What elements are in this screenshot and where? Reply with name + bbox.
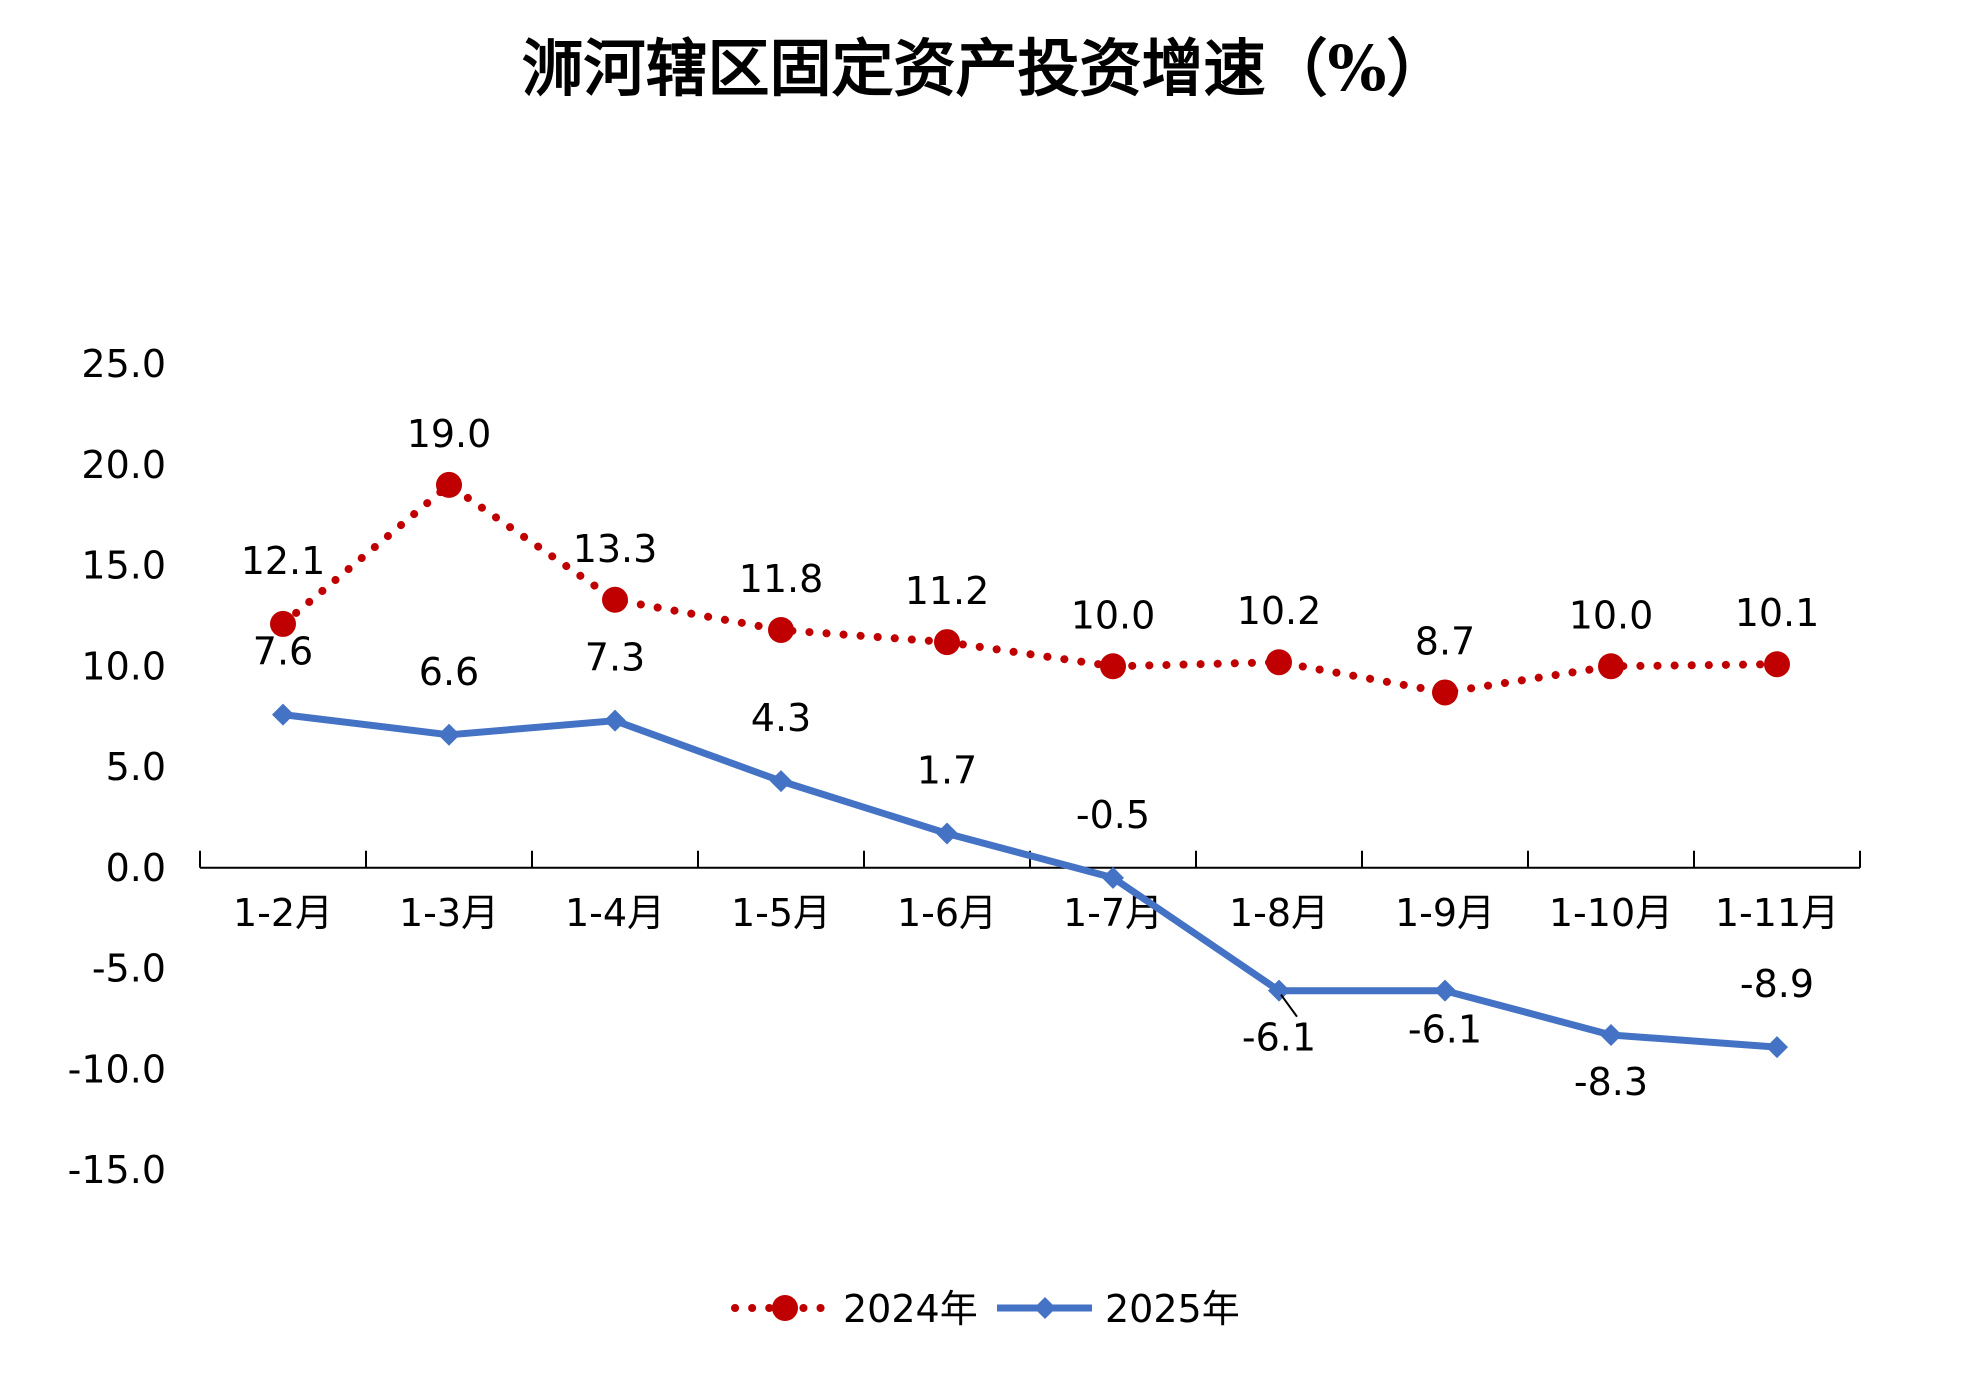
y-tick-label: 15.0 [81,544,166,588]
data-point [436,471,462,498]
x-tick-label: 1-2月 [233,891,333,935]
x-tick-label: 1-9月 [1395,891,1495,935]
legend-label: 2024年 [843,1287,978,1331]
series-2025 [272,703,1788,1059]
x-tick-label: 1-5月 [731,891,831,935]
data-label: 4.3 [751,696,811,740]
data-point [438,723,460,746]
data-point [602,586,628,613]
x-axis: 1-2月 1-3月 1-4月 1-5月 1-6月 1-7月 1-8月 1-9月 1-10月 1-1… [199,850,1861,935]
x-tick-label: 1-4月 [565,891,665,935]
x-tick-label: 1-3月 [399,891,499,935]
y-tick-label: 20.0 [81,443,166,487]
data-point [1764,651,1790,678]
data-point [604,709,626,732]
series-line [279,479,1781,697]
data-point [1766,1036,1788,1059]
data-point [1102,866,1124,889]
data-label: 11.8 [739,557,824,601]
data-point [270,610,296,637]
legend-marker [1034,1297,1056,1319]
data-label: -6.1 [1408,1008,1482,1052]
data-label: 8.7 [1415,619,1475,663]
y-axis: 25.0 20.0 15.0 10.0 5.0 0.0 -5.0 -10.0 -15.0 [68,342,166,1192]
legend: 2024年 2025年 [731,1287,1240,1331]
y-tick-label: 10.0 [81,644,166,688]
data-point [768,616,794,643]
data-label: 11.2 [905,569,990,613]
data-point [1432,679,1458,706]
y-tick-label: -10.0 [68,1047,166,1091]
data-label: 10.1 [1735,591,1820,635]
y-tick-label: 5.0 [106,745,166,789]
y-tick-label: -15.0 [68,1148,166,1192]
y-tick-label: 25.0 [81,342,166,386]
x-tick-label: 1-10月 [1549,891,1673,935]
x-tick-label: 1-11月 [1715,891,1839,935]
data-point [272,703,294,726]
data-label: 1.7 [917,748,977,792]
data-label: 12.1 [241,539,326,583]
series-line [282,711,1778,1051]
data-label: -8.9 [1740,962,1814,1006]
label-leader-line [1280,994,1298,1018]
data-label: -6.1 [1242,1016,1316,1060]
chart-title: 浉河辖区固定资产投资增速（%） [522,32,1449,105]
data-label: 19.0 [407,412,492,456]
data-point [1600,1023,1622,1046]
y-tick-label: -5.0 [92,947,166,991]
data-label: -8.3 [1574,1060,1648,1104]
data-label: 10.0 [1569,593,1654,637]
data-label: 10.0 [1071,593,1156,637]
data-label: 10.2 [1237,589,1322,633]
data-label: 13.3 [573,527,658,571]
x-tick-label: 1-8月 [1229,891,1329,935]
data-point [1434,979,1456,1002]
data-point [1266,649,1292,676]
data-point [936,822,958,845]
x-tick-label: 1-7月 [1063,891,1163,935]
legend-marker [772,1295,798,1321]
data-point [770,770,792,793]
legend-item-2024: 2024年 [731,1287,978,1331]
series-layer [270,471,1790,1059]
data-label: 7.6 [253,630,313,674]
legend-label: 2025年 [1105,1287,1240,1331]
legend-item-2025: 2025年 [997,1287,1240,1331]
data-point [1598,653,1624,680]
data-point [934,629,960,656]
x-tick-label: 1-6月 [897,891,997,935]
data-labels: 12.1 19.0 13.3 11.8 11.2 10.0 10.2 8.7 10.0 10.1 7… [241,412,1820,1104]
data-label: 6.6 [419,650,479,694]
data-point [1100,653,1126,680]
data-point [1268,979,1290,1002]
y-tick-label: 0.0 [106,846,166,890]
data-label: -0.5 [1076,793,1150,837]
data-label: 7.3 [585,636,645,680]
series-2024 [270,471,1790,706]
